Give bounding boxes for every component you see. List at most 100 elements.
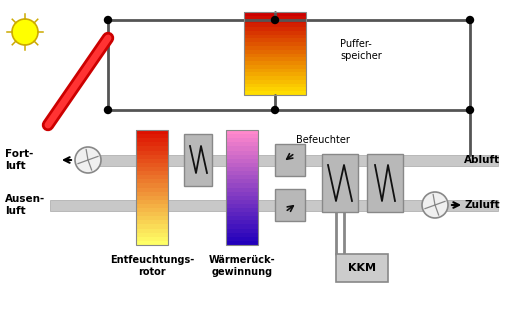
Bar (226, 163, 258, 167)
Text: Zuluft: Zuluft (464, 200, 499, 210)
Bar (226, 142, 258, 146)
Bar (226, 208, 258, 212)
Bar (243, 12, 306, 95)
Bar (136, 233, 168, 237)
Bar (136, 183, 168, 187)
Bar (226, 187, 258, 192)
Circle shape (271, 16, 278, 24)
Bar (226, 212, 258, 216)
Bar (136, 204, 168, 208)
Bar (226, 224, 258, 228)
Bar (136, 220, 168, 224)
Bar (243, 50, 306, 53)
Bar (226, 155, 258, 159)
Circle shape (421, 192, 447, 218)
Bar (136, 216, 168, 220)
Text: KKM: KKM (347, 263, 375, 273)
Bar (226, 241, 258, 245)
Bar (226, 216, 258, 220)
Bar (136, 130, 168, 245)
Bar (226, 171, 258, 175)
Bar (243, 42, 306, 46)
Bar (321, 154, 358, 212)
Text: Entfeuchtungs-
rotor: Entfeuchtungs- rotor (110, 255, 194, 277)
Bar (226, 200, 258, 204)
Bar (243, 35, 306, 38)
Bar (243, 38, 306, 42)
Bar (243, 61, 306, 65)
Bar (226, 179, 258, 183)
Bar (226, 146, 258, 151)
Bar (226, 233, 258, 237)
Bar (136, 155, 168, 159)
Bar (226, 175, 258, 179)
Bar (243, 76, 306, 80)
Text: Fort-
luft: Fort- luft (5, 149, 33, 171)
Bar (136, 167, 168, 171)
Circle shape (12, 19, 38, 45)
Bar (243, 84, 306, 87)
Bar (226, 192, 258, 196)
Bar (136, 200, 168, 204)
Bar (366, 154, 402, 212)
Bar (243, 23, 306, 27)
Circle shape (271, 107, 278, 114)
Bar (136, 179, 168, 183)
Bar (226, 138, 258, 142)
Bar (226, 196, 258, 200)
Bar (136, 237, 168, 241)
Bar (226, 167, 258, 171)
Bar (136, 130, 168, 134)
Text: Befeuchter: Befeuchter (295, 135, 349, 145)
Bar (243, 53, 306, 57)
Bar (136, 159, 168, 163)
Bar (243, 69, 306, 72)
Bar (243, 91, 306, 95)
Bar (226, 228, 258, 233)
Bar (243, 16, 306, 19)
Text: Wärmerück-
gewinnung: Wärmerück- gewinnung (208, 255, 275, 277)
Bar (136, 146, 168, 151)
Bar (136, 151, 168, 155)
Bar (226, 204, 258, 208)
Bar (136, 142, 168, 146)
Bar (335, 254, 387, 282)
Bar (243, 72, 306, 76)
Bar (136, 241, 168, 245)
Bar (226, 134, 258, 138)
Bar (136, 134, 168, 138)
Bar (274, 144, 305, 176)
Bar (226, 159, 258, 163)
Text: Puffer-
speicher: Puffer- speicher (339, 39, 381, 61)
Circle shape (466, 16, 473, 24)
Bar (243, 65, 306, 69)
Bar (95, 155, 497, 166)
Bar (243, 27, 306, 31)
Bar (136, 175, 168, 179)
Circle shape (105, 16, 111, 24)
Bar (136, 208, 168, 212)
Bar (136, 228, 168, 233)
Bar (136, 196, 168, 200)
Bar (243, 57, 306, 61)
Circle shape (75, 147, 101, 173)
Bar (226, 151, 258, 155)
Circle shape (105, 107, 111, 114)
Bar (243, 31, 306, 35)
Bar (136, 187, 168, 192)
Bar (136, 171, 168, 175)
Bar (136, 192, 168, 196)
Bar (243, 80, 306, 84)
Bar (136, 212, 168, 216)
Circle shape (466, 107, 473, 114)
Bar (136, 224, 168, 228)
Bar (136, 163, 168, 167)
Bar (226, 183, 258, 187)
Bar (136, 138, 168, 142)
Bar (243, 46, 306, 50)
Bar (50, 200, 497, 210)
Bar (274, 189, 305, 221)
Bar (184, 134, 212, 186)
Bar (226, 220, 258, 224)
Text: Abluft: Abluft (463, 155, 499, 165)
